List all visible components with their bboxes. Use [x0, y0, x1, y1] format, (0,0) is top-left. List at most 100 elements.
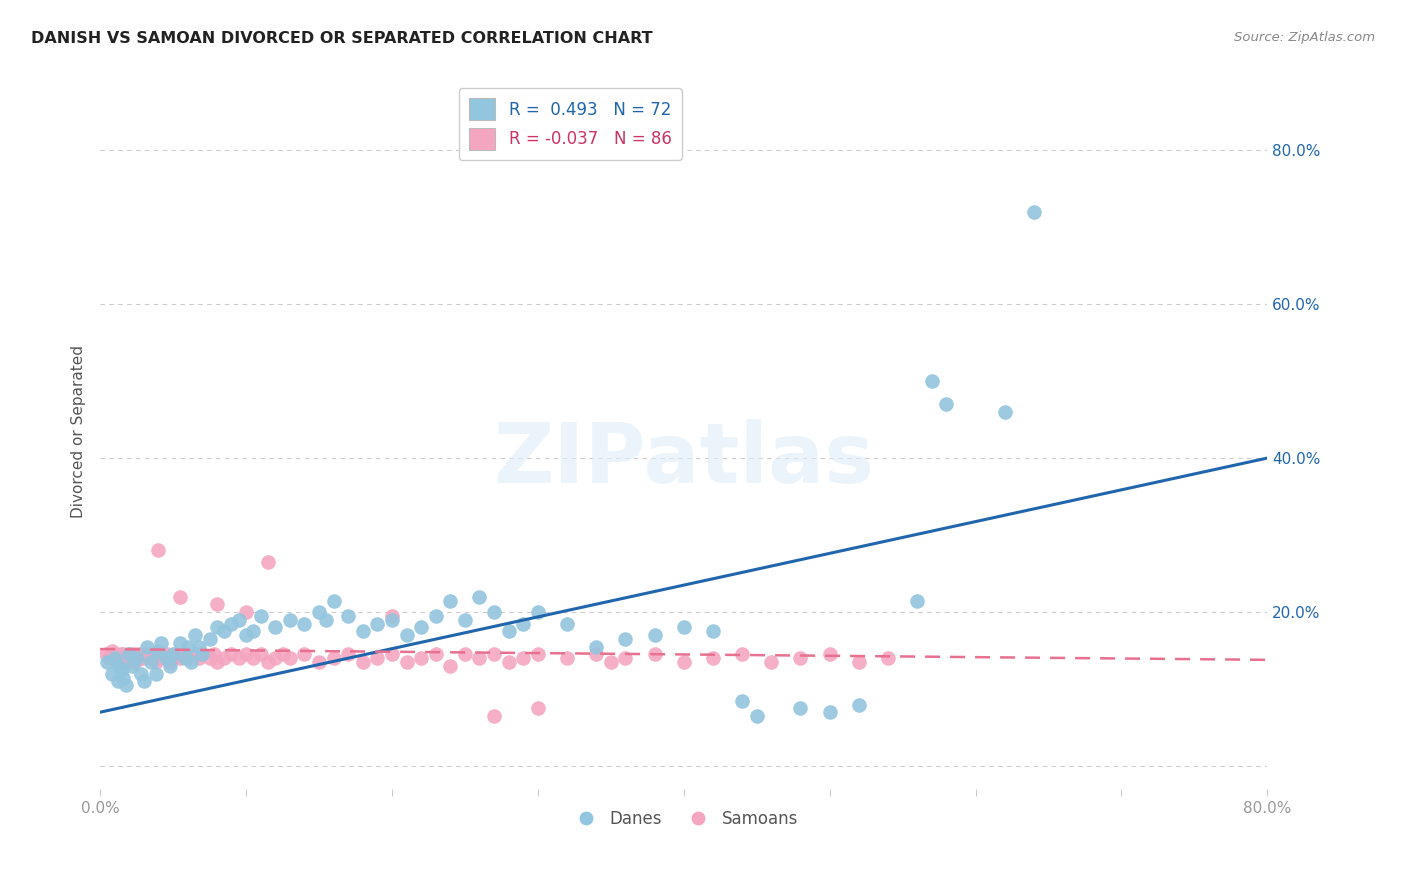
Point	[292, 648, 315, 662]
Point	[1022, 204, 1045, 219]
Point	[249, 648, 271, 662]
Point	[468, 590, 491, 604]
Point	[644, 648, 666, 662]
Point	[994, 405, 1017, 419]
Point	[527, 605, 550, 619]
Point	[599, 655, 621, 669]
Point	[877, 651, 900, 665]
Point	[127, 648, 149, 662]
Point	[848, 655, 870, 669]
Point	[155, 651, 177, 665]
Point	[512, 651, 534, 665]
Point	[114, 655, 136, 669]
Point	[120, 648, 142, 662]
Point	[425, 609, 447, 624]
Point	[101, 643, 124, 657]
Point	[104, 651, 127, 665]
Point	[205, 655, 228, 669]
Point	[322, 593, 344, 607]
Legend: Danes, Samoans: Danes, Samoans	[562, 804, 804, 835]
Point	[108, 651, 131, 665]
Point	[789, 701, 811, 715]
Point	[205, 620, 228, 634]
Point	[188, 640, 211, 654]
Point	[411, 651, 433, 665]
Point	[308, 605, 330, 619]
Point	[789, 651, 811, 665]
Point	[585, 648, 607, 662]
Point	[169, 651, 191, 665]
Point	[135, 651, 157, 665]
Point	[125, 651, 148, 665]
Point	[107, 655, 129, 669]
Point	[212, 651, 235, 665]
Point	[264, 651, 287, 665]
Point	[439, 659, 461, 673]
Point	[132, 648, 155, 662]
Point	[278, 613, 301, 627]
Point	[921, 374, 943, 388]
Point	[131, 651, 153, 665]
Point	[672, 655, 695, 669]
Point	[337, 648, 360, 662]
Point	[115, 651, 138, 665]
Point	[105, 648, 128, 662]
Text: ZIPatlas: ZIPatlas	[494, 419, 875, 500]
Point	[366, 616, 388, 631]
Point	[228, 613, 250, 627]
Point	[381, 648, 404, 662]
Point	[614, 632, 637, 646]
Point	[425, 648, 447, 662]
Point	[264, 620, 287, 634]
Point	[117, 648, 139, 662]
Point	[315, 613, 337, 627]
Point	[482, 605, 505, 619]
Point	[110, 648, 132, 662]
Point	[184, 648, 207, 662]
Text: Source: ZipAtlas.com: Source: ZipAtlas.com	[1234, 31, 1375, 45]
Point	[439, 593, 461, 607]
Y-axis label: Divorced or Separated: Divorced or Separated	[72, 344, 86, 517]
Point	[103, 648, 125, 662]
Point	[111, 651, 134, 665]
Point	[111, 663, 134, 677]
Point	[159, 655, 181, 669]
Point	[132, 674, 155, 689]
Point	[482, 709, 505, 723]
Point	[101, 666, 124, 681]
Point	[121, 651, 143, 665]
Point	[527, 701, 550, 715]
Point	[235, 628, 257, 642]
Point	[112, 671, 135, 685]
Point	[107, 674, 129, 689]
Point	[125, 651, 148, 665]
Point	[118, 648, 141, 662]
Point	[278, 651, 301, 665]
Point	[381, 613, 404, 627]
Point	[512, 616, 534, 631]
Point	[198, 632, 221, 646]
Point	[191, 648, 214, 662]
Point	[129, 666, 152, 681]
Point	[184, 628, 207, 642]
Point	[745, 709, 768, 723]
Point	[173, 651, 195, 665]
Point	[352, 624, 374, 639]
Point	[322, 651, 344, 665]
Point	[498, 655, 520, 669]
Point	[395, 655, 418, 669]
Point	[188, 651, 211, 665]
Point	[257, 655, 280, 669]
Point	[672, 620, 695, 634]
Point	[308, 655, 330, 669]
Point	[165, 648, 187, 662]
Point	[228, 651, 250, 665]
Point	[173, 648, 195, 662]
Point	[818, 648, 841, 662]
Point	[150, 636, 173, 650]
Point	[482, 648, 505, 662]
Point	[159, 659, 181, 673]
Text: DANISH VS SAMOAN DIVORCED OR SEPARATED CORRELATION CHART: DANISH VS SAMOAN DIVORCED OR SEPARATED C…	[31, 31, 652, 46]
Point	[242, 624, 264, 639]
Point	[555, 651, 578, 665]
